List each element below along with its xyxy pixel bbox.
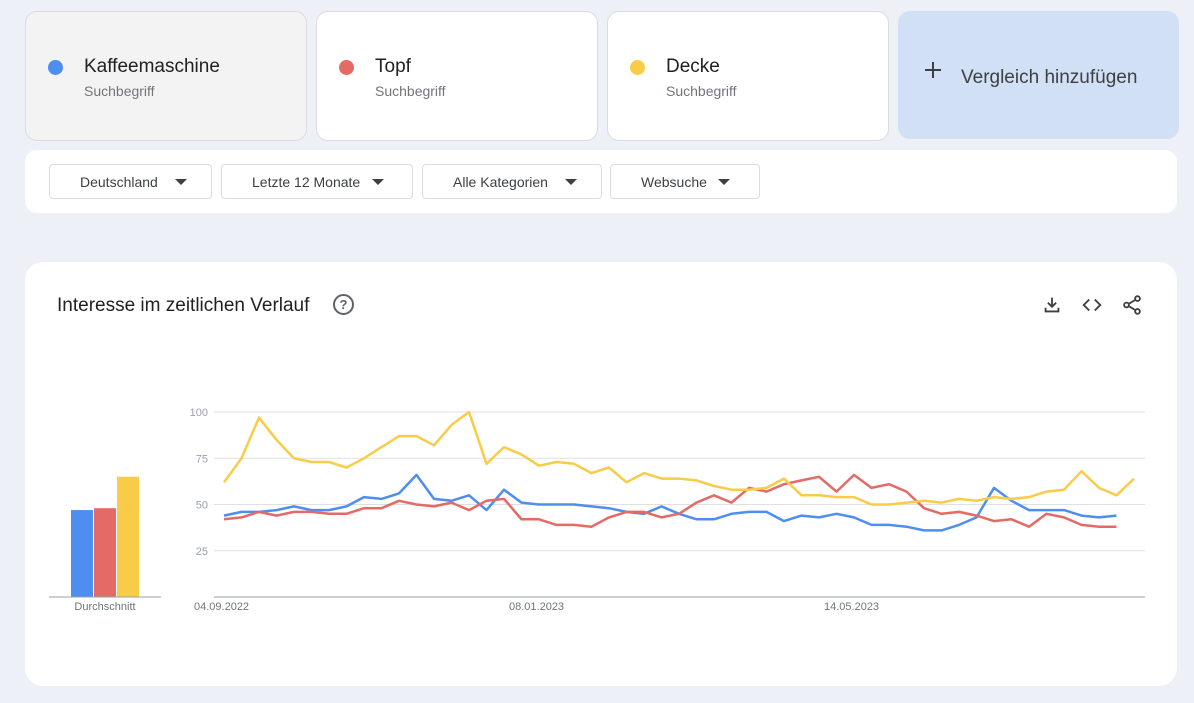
- term-name: Kaffeemaschine: [84, 56, 220, 77]
- series-line-topf: [223, 473, 1117, 528]
- filter-search-type[interactable]: Websuche: [610, 164, 760, 199]
- y-tick-label: 100: [190, 407, 208, 419]
- filter-bar: Deutschland Letzte 12 Monate Alle Katego…: [25, 150, 1177, 213]
- term-name: Decke: [666, 56, 720, 77]
- share-icon[interactable]: [1121, 294, 1143, 316]
- term-name: Topf: [375, 56, 411, 77]
- average-bar-kaffeemaschine: [71, 510, 93, 597]
- term-color-dot: [339, 60, 354, 75]
- line-chart: 25 50 75 100 04.09.2022 08.01.2023 14.05.2023 D…: [49, 407, 1145, 613]
- y-tick-label: 25: [196, 546, 208, 558]
- series-line-kaffeemaschine: [223, 473, 1117, 532]
- filter-category[interactable]: Alle Kategorien: [422, 164, 602, 199]
- help-icon[interactable]: ?: [333, 294, 354, 315]
- caret-down-icon: [565, 179, 577, 185]
- term-cards: Kaffeemaschine Suchbegriff Topf Suchbegr…: [25, 11, 1179, 141]
- panel-title: Interesse im zeitlichen Verlauf: [57, 295, 310, 316]
- filter-label: Alle Kategorien: [453, 174, 548, 190]
- term-type: Suchbegriff: [375, 83, 446, 99]
- term-type: Suchbegriff: [84, 83, 155, 99]
- y-tick-label: 50: [196, 500, 208, 512]
- download-icon[interactable]: [1041, 294, 1063, 316]
- interest-over-time-panel: Interesse im zeitlichen Verlauf ? 25 50 75…: [25, 262, 1177, 686]
- caret-down-icon: [372, 179, 384, 185]
- x-tick-label: 04.09.2022: [194, 601, 249, 613]
- term-card-decke[interactable]: Decke Suchbegriff: [607, 11, 889, 141]
- term-type: Suchbegriff: [666, 83, 737, 99]
- series-line-decke: [222, 410, 1135, 506]
- average-bar-topf: [94, 508, 116, 597]
- x-tick-label: 14.05.2023: [824, 601, 879, 613]
- term-color-dot: [630, 60, 645, 75]
- filter-region[interactable]: Deutschland: [49, 164, 212, 199]
- add-comparison-button[interactable]: Vergleich hinzufügen: [898, 11, 1179, 139]
- x-tick-label: 08.01.2023: [509, 601, 564, 613]
- term-card-kaffeemaschine[interactable]: Kaffeemaschine Suchbegriff: [25, 11, 307, 141]
- average-bar-decke: [117, 476, 139, 597]
- term-color-dot: [48, 60, 63, 75]
- average-label: Durchschnitt: [74, 601, 135, 613]
- plus-icon: [924, 61, 942, 79]
- embed-code-icon[interactable]: [1081, 294, 1103, 316]
- filter-label: Deutschland: [80, 174, 158, 190]
- y-tick-label: 75: [196, 453, 208, 465]
- filter-label: Letzte 12 Monate: [252, 174, 361, 190]
- filter-time-range[interactable]: Letzte 12 Monate: [221, 164, 413, 199]
- caret-down-icon: [175, 179, 187, 185]
- term-card-topf[interactable]: Topf Suchbegriff: [316, 11, 598, 141]
- caret-down-icon: [718, 179, 730, 185]
- filter-label: Websuche: [641, 174, 707, 190]
- add-comparison-label: Vergleich hinzufügen: [961, 67, 1138, 88]
